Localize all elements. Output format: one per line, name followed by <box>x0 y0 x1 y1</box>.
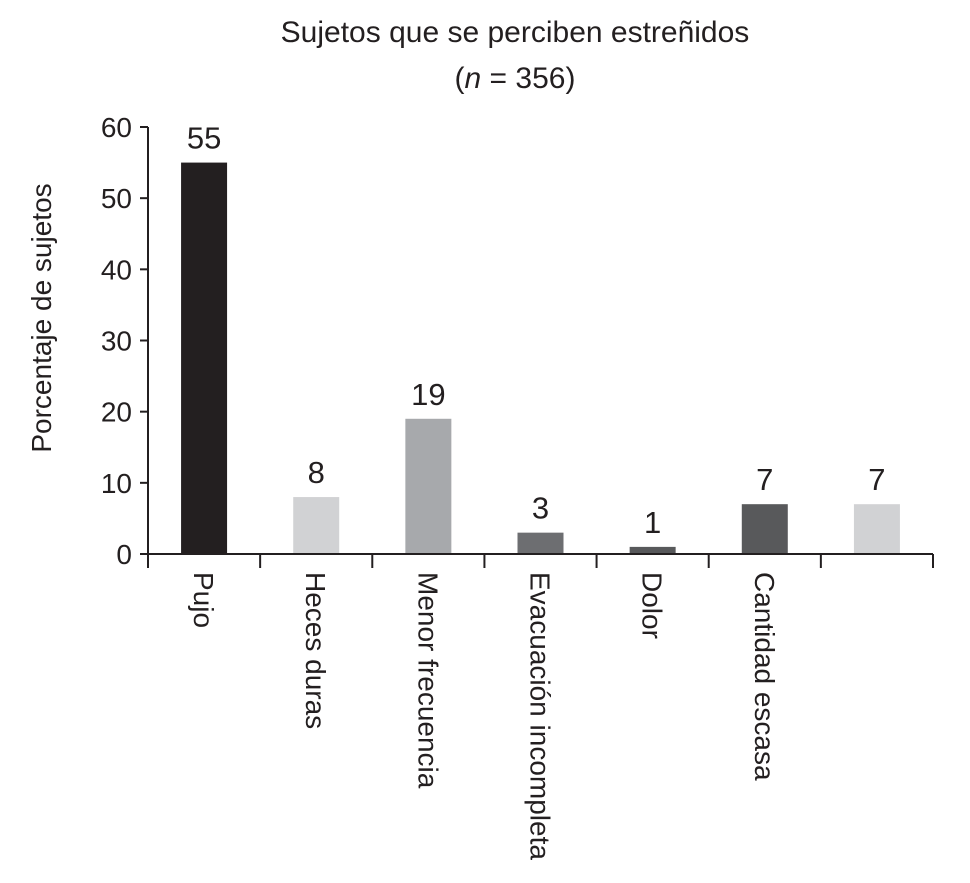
chart-subtitle: (n = 356) <box>455 62 576 95</box>
y-tick-label: 40 <box>101 254 132 285</box>
bar <box>741 504 788 554</box>
y-tick-label: 50 <box>101 183 132 214</box>
y-tick-label: 0 <box>116 539 132 570</box>
x-tick-label: Evacuación incompleta <box>525 572 556 860</box>
y-tick-label: 30 <box>101 326 132 357</box>
x-tick-label: Dolor <box>637 572 668 639</box>
data-label: 7 <box>756 462 773 497</box>
data-label: 1 <box>644 505 661 540</box>
data-label: 3 <box>532 491 549 526</box>
subtitle-open: ( <box>455 62 465 95</box>
y-axis: 0 10 20 30 40 50 60 <box>101 112 149 570</box>
subtitle-rest: = 356) <box>481 62 575 95</box>
bar <box>405 418 452 554</box>
data-labels: 55 8 19 3 1 7 7 <box>187 121 886 540</box>
subtitle-n: n <box>465 62 482 95</box>
y-tick-label: 10 <box>101 468 132 499</box>
bar <box>629 546 676 554</box>
data-label: 55 <box>187 121 221 156</box>
data-label: 19 <box>411 377 445 412</box>
bar <box>293 497 340 554</box>
bars <box>181 162 900 555</box>
bar <box>517 532 564 554</box>
y-tick-label: 60 <box>101 112 132 143</box>
data-label: 8 <box>308 455 325 490</box>
x-tick-label: Menor frecuencia <box>412 572 443 789</box>
x-tick-label: Pujo <box>188 572 219 628</box>
x-tick-label: Heces duras <box>300 572 331 729</box>
bar <box>181 162 228 555</box>
y-tick-label: 20 <box>101 397 132 428</box>
data-label: 7 <box>868 462 885 497</box>
chart-title: Sujetos que se perciben estreñidos <box>281 16 750 49</box>
bar <box>853 504 900 554</box>
x-axis: Pujo Heces duras Menor frecuencia Evacuació… <box>147 553 934 860</box>
y-axis-label: Porcentaje de sujetos <box>26 183 57 452</box>
x-tick-label: Cantidad escasa <box>749 572 780 781</box>
